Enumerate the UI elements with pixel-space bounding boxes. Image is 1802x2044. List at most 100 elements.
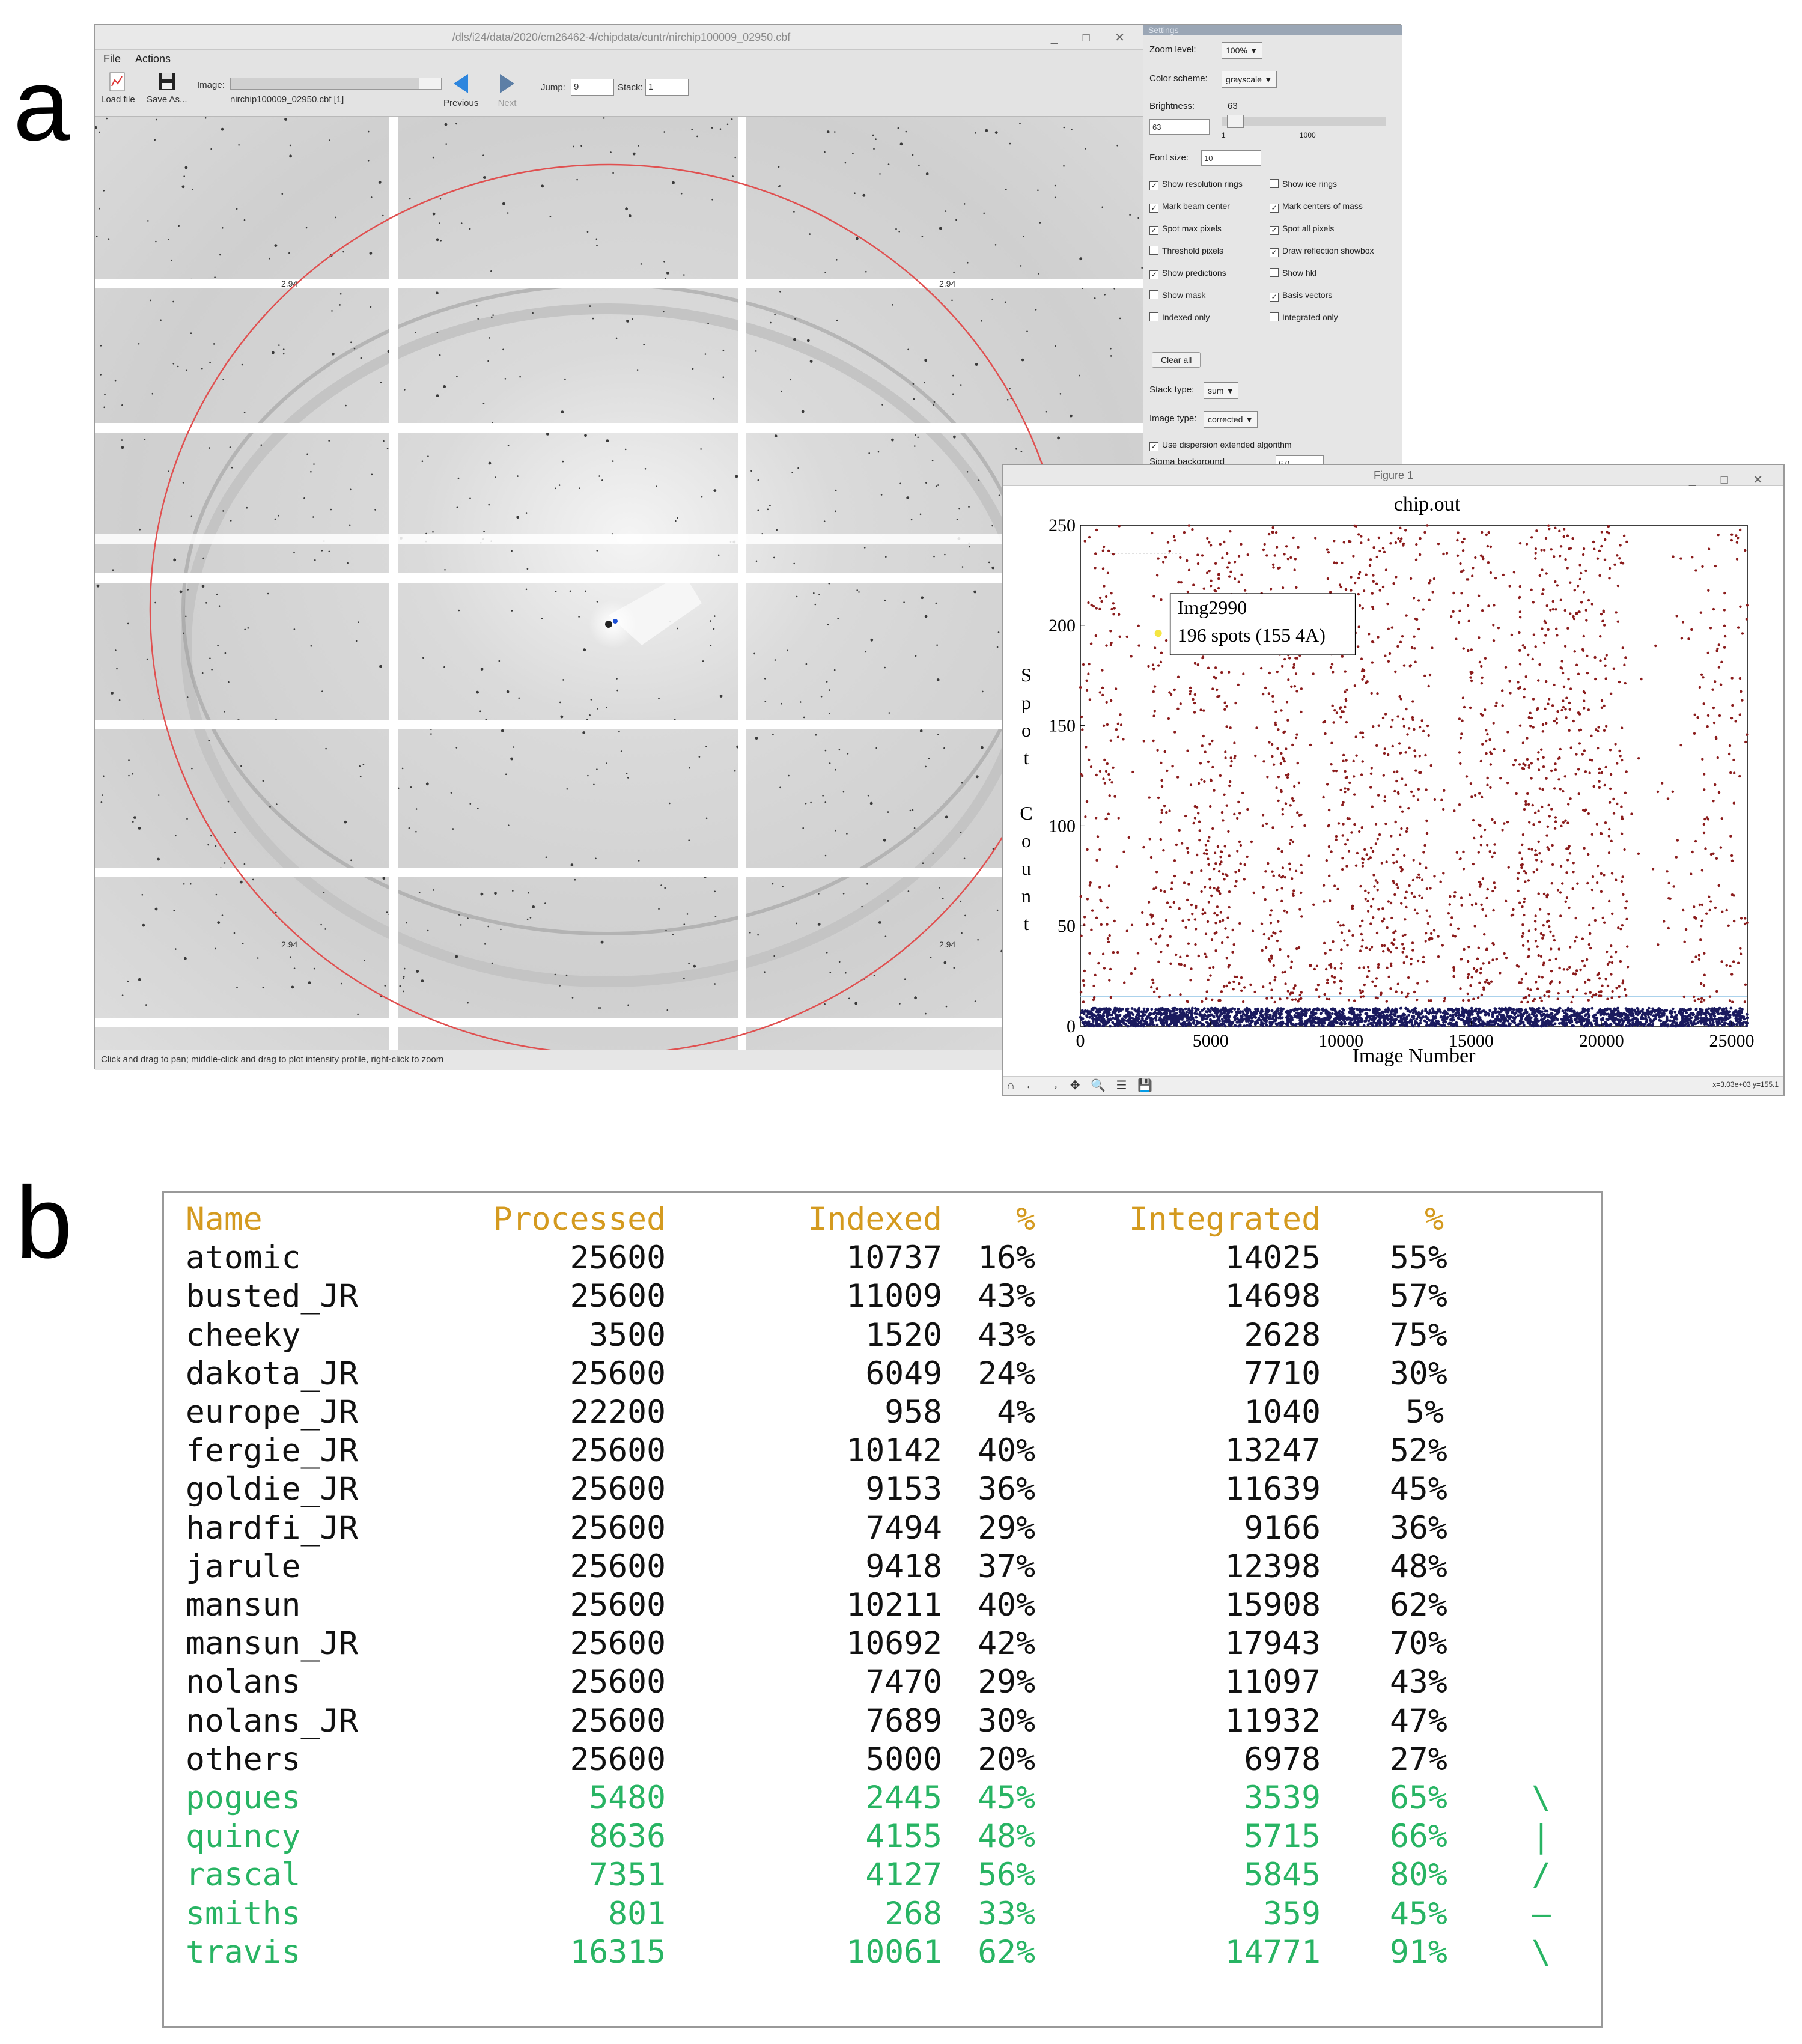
previous-button[interactable]: Previous (443, 71, 478, 108)
data-point-hit (1411, 700, 1414, 703)
checkbox-right-2[interactable]: ✓ Spot all pixels (1270, 224, 1334, 235)
data-point-hit (1460, 958, 1463, 961)
data-point-hit (1606, 984, 1610, 988)
data-point-hit (1083, 916, 1086, 919)
data-point-hit (1700, 869, 1704, 872)
data-point-hit (1461, 696, 1465, 699)
checkbox-right-6[interactable]: Integrated only (1270, 312, 1338, 322)
stack-input[interactable]: 1 (645, 79, 689, 96)
data-point-nonhit (1164, 1008, 1167, 1011)
data-point-hit (1719, 846, 1723, 849)
data-point-nonhit (1309, 1021, 1312, 1024)
data-point-hit (1277, 728, 1280, 731)
data-point-nonhit (1101, 1007, 1104, 1011)
diffraction-spot (554, 973, 556, 976)
checkbox-left-1[interactable]: ✓ Mark beam center (1149, 201, 1230, 213)
checkbox-left-4[interactable]: ✓ Show predictions (1149, 268, 1226, 279)
data-point-hit (1563, 645, 1567, 648)
color-scheme-select[interactable]: grayscale ▼ (1222, 71, 1277, 88)
data-point-hit (1453, 891, 1457, 894)
checkbox-right-5[interactable]: ✓ Basis vectors (1270, 290, 1332, 302)
diffraction-spot (596, 768, 598, 770)
data-point-hit (1272, 931, 1275, 934)
diffraction-pattern[interactable]: 2.94 2.94 2.94 2.94 (95, 117, 1143, 1055)
stack-type-select[interactable]: sum ▼ (1204, 382, 1239, 399)
spot-count-chart[interactable]: chip.out 0 5000 10000 15000 20000 25000 05010… (1003, 485, 1783, 1078)
data-point-hit (1183, 964, 1186, 967)
data-point-hit (1571, 887, 1574, 890)
checkbox-left-2[interactable]: ✓ Spot max pixels (1149, 224, 1222, 235)
diffraction-spot (710, 645, 712, 646)
diffraction-spot (379, 665, 382, 668)
data-point-hit (1332, 721, 1335, 724)
data-point-hit (1079, 773, 1083, 776)
data-point-hit (1102, 777, 1105, 780)
menu-file[interactable]: File (103, 53, 121, 65)
data-point-nonhit (1249, 1019, 1253, 1023)
diffraction-image[interactable]: 2.94 2.94 2.94 2.94 Click and drag to pa… (95, 117, 1143, 1070)
checkbox-right-1[interactable]: ✓ Mark centers of mass (1270, 201, 1363, 213)
save-as-button[interactable]: Save As... (147, 71, 187, 105)
data-point-hit (1396, 848, 1399, 851)
clear-all-button[interactable]: Clear all (1152, 352, 1201, 368)
checkbox-right-3[interactable]: ✓ Draw reflection showbox (1270, 246, 1374, 257)
zoom-select[interactable]: 100% ▼ (1222, 42, 1262, 59)
diffraction-spot (818, 594, 820, 595)
data-point-hit (1566, 821, 1569, 824)
data-point-nonhit (1457, 1008, 1460, 1011)
brightness-input[interactable]: 63 (1149, 119, 1210, 135)
data-point-nonhit (1431, 1007, 1434, 1011)
data-point-nonhit (1170, 1009, 1173, 1013)
data-point-hit (1544, 634, 1547, 637)
brightness-slider[interactable] (1222, 115, 1386, 128)
data-point-hit (1732, 758, 1735, 762)
data-point-hit (1088, 535, 1091, 539)
image-slider[interactable] (230, 78, 442, 90)
chevron-down-icon: ▼ (1264, 75, 1273, 84)
data-point-hit (1732, 919, 1736, 923)
data-point-hit (1358, 966, 1361, 969)
checkbox-left-5[interactable]: Show mask (1149, 290, 1205, 300)
data-point-hit (1694, 839, 1697, 843)
checkbox-left-6[interactable]: Indexed only (1149, 312, 1210, 322)
brightness-thumb[interactable] (1227, 115, 1244, 128)
diffraction-spot (324, 928, 326, 930)
diffraction-spot (422, 657, 424, 659)
data-point-hit (1234, 884, 1237, 888)
data-point-nonhit (1473, 1017, 1476, 1021)
window-controls[interactable]: _ □ ✕ (1050, 31, 1136, 44)
diffraction-spot (1009, 142, 1011, 145)
diffraction-spot (227, 800, 230, 803)
figure-window-controls[interactable]: _ □ ✕ (1688, 473, 1774, 487)
data-point-hit (1217, 586, 1220, 590)
diffraction-spot (734, 770, 736, 772)
diffraction-spot (953, 435, 956, 439)
slider-thumb[interactable] (419, 78, 441, 89)
image-type-select[interactable]: corrected ▼ (1204, 411, 1258, 428)
data-point-hit (1383, 752, 1386, 755)
diffraction-spot (455, 747, 458, 749)
data-point-hit (1583, 707, 1586, 710)
data-point-hit (1398, 833, 1402, 836)
data-point-hit (1294, 672, 1298, 675)
data-point-nonhit (1389, 1024, 1392, 1027)
jump-input[interactable]: 9 (571, 79, 614, 96)
data-point-hit (1616, 762, 1619, 765)
data-point-hit (1407, 727, 1411, 730)
diffraction-spot (128, 759, 130, 761)
checkbox-right-4[interactable]: Show hkl (1270, 268, 1316, 278)
next-button[interactable]: Next (495, 71, 519, 108)
menu-actions[interactable]: Actions (135, 53, 171, 65)
checkbox-right-0[interactable]: Show ice rings (1270, 179, 1337, 189)
font-size-input[interactable]: 10 (1201, 150, 1261, 166)
diffraction-spot (600, 940, 604, 944)
load-file-button[interactable]: Load file (101, 71, 135, 105)
checkbox-left-0[interactable]: ✓ Show resolution rings (1149, 179, 1243, 190)
dispersion-checkbox[interactable]: ✓ Use dispersion extended algorithm (1149, 440, 1292, 451)
checkbox-left-3[interactable]: Threshold pixels (1149, 246, 1223, 255)
data-point-nonhit (1386, 1010, 1390, 1014)
data-point-hit (1213, 911, 1216, 915)
diffraction-spot (867, 794, 869, 797)
data-point-nonhit (1196, 1008, 1200, 1011)
data-point-hit (1463, 705, 1466, 709)
